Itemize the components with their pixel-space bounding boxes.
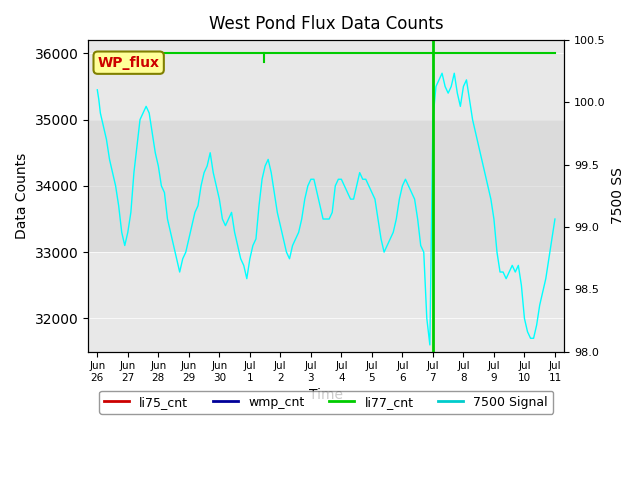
X-axis label: Time: Time: [309, 388, 343, 402]
Y-axis label: 7500 SS: 7500 SS: [611, 168, 625, 224]
Text: WP_flux: WP_flux: [98, 56, 159, 70]
7500 Signal: [161, 190, 168, 195]
Bar: [88, 120, 564, 252]
Title: West Pond Flux Data Counts: West Pond Flux Data Counts: [209, 15, 444, 33]
Legend: li75_cnt, wmp_cnt, li77_cnt, 7500 Signal: li75_cnt, wmp_cnt, li77_cnt, 7500 Signal: [99, 391, 553, 414]
7500 Signal: [206, 150, 214, 156]
7500 Signal: [426, 342, 434, 348]
7500 Signal: [106, 156, 113, 162]
Line: 7500 Signal: 7500 Signal: [97, 73, 555, 345]
7500 Signal: [249, 243, 257, 249]
7500 Signal: [399, 183, 406, 189]
7500 Signal: [438, 71, 446, 76]
Y-axis label: Data Counts: Data Counts: [15, 153, 29, 239]
7500 Signal: [389, 229, 397, 235]
7500 Signal: [551, 216, 559, 222]
7500 Signal: [93, 87, 101, 93]
